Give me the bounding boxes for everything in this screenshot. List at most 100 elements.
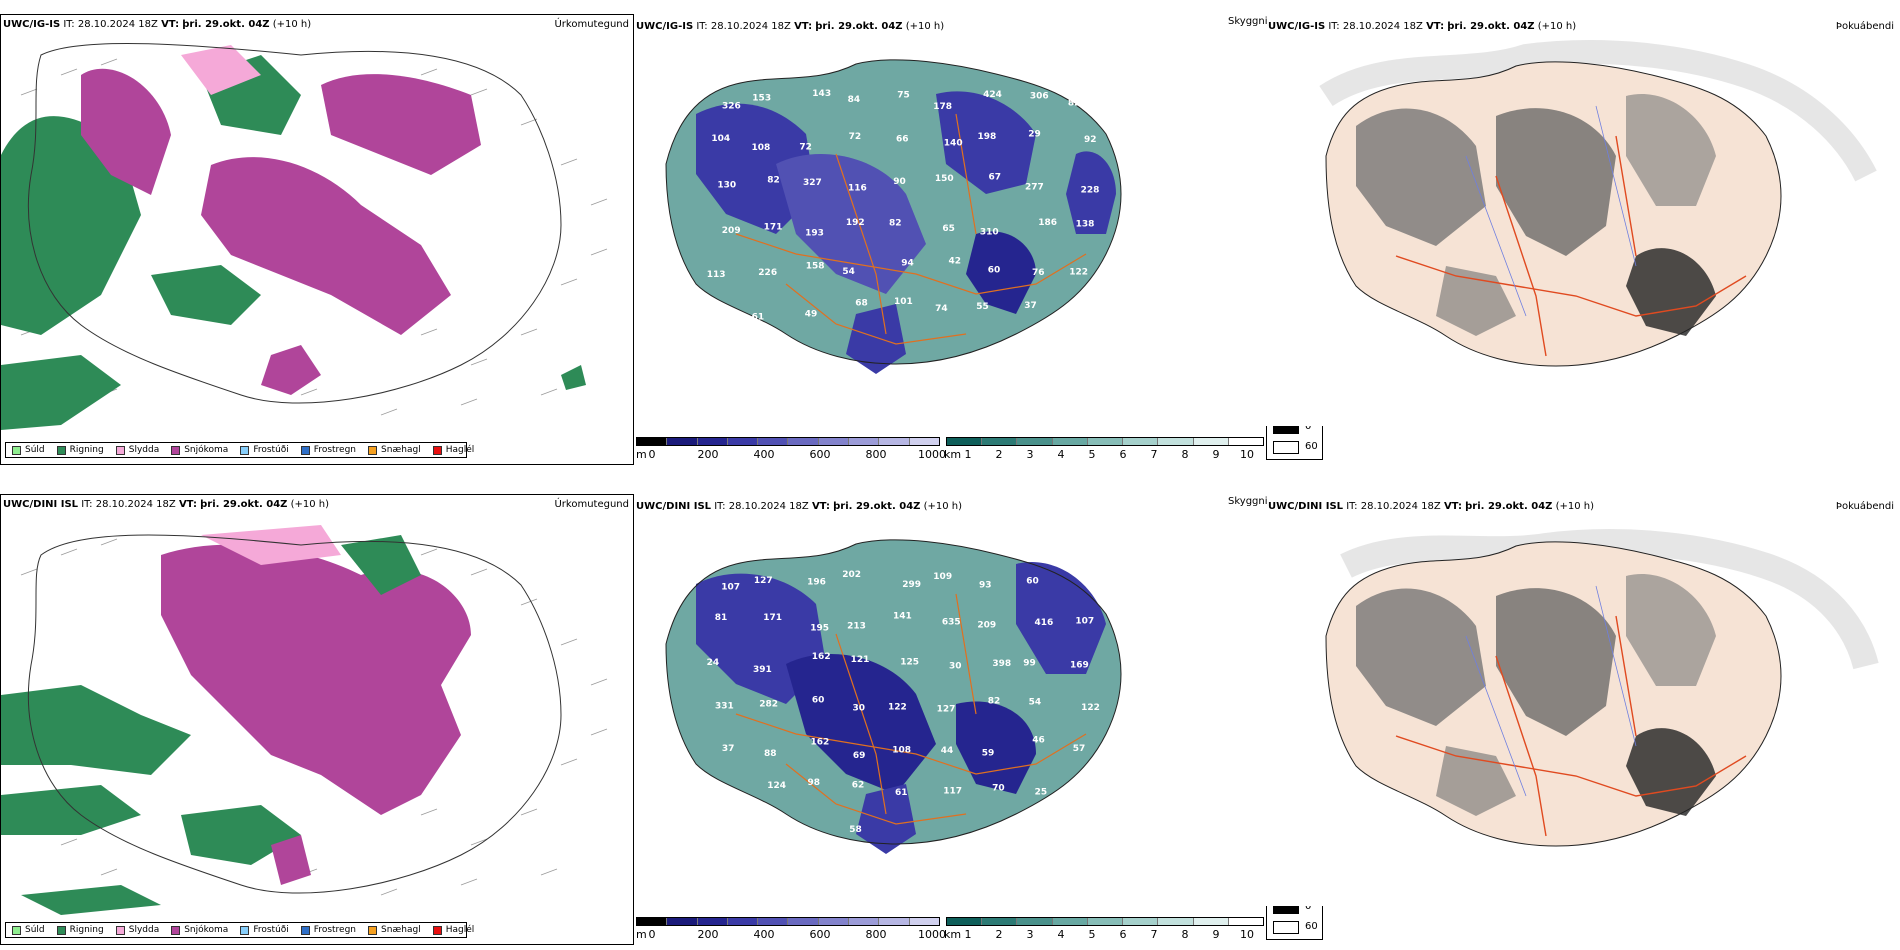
cloud-base-value: 75 — [897, 91, 910, 101]
cloud-base-value: 127 — [754, 576, 773, 586]
cloud-base-value: 67 — [989, 172, 1002, 182]
cloud-base-value: 93 — [979, 580, 992, 590]
cloud-base-value: 37 — [722, 744, 735, 754]
panel-2-name: Skyggni — [1228, 16, 1268, 27]
cloud-base-value: 59 — [982, 749, 995, 759]
cloud-base-value: 171 — [763, 613, 782, 623]
cloud-base-value: 117 — [943, 786, 962, 796]
precip-legend-1: Súld Rigning Slydda Snjókoma Frostúði Fr… — [5, 442, 474, 458]
cloud-base-values-2: 107 127 196 202 299 109 93 60 174 81 171 195 213 141 6… — [707, 570, 1100, 844]
cloud-base-value: 101 — [894, 297, 913, 307]
legend-item-rain: Rigning — [56, 925, 104, 935]
visibility-colorbar-2 — [946, 917, 1264, 926]
cloud-base-value: 130 — [717, 181, 736, 191]
cloud-base-value: 55 — [976, 302, 989, 312]
cloud-base-value: 42 — [949, 257, 962, 267]
cloud-base-value: 30 — [949, 662, 962, 672]
cloud-base-value: 174 — [1079, 572, 1098, 582]
cloud-base-value: 158 — [806, 262, 825, 272]
cloud-base-value: 107 — [721, 583, 740, 593]
legend-item-drizzle: Súld — [12, 925, 45, 935]
cloud-base-value: 122 — [1081, 703, 1100, 713]
cloud-base-value: 169 — [1070, 660, 1089, 670]
cloud-base-value: 209 — [722, 226, 741, 236]
cloud-base-value: 193 — [805, 229, 824, 239]
cloud-base-value: 72 — [849, 132, 862, 142]
cloud-base-value: 82 — [767, 175, 780, 185]
cloud-base-value: 141 — [893, 611, 912, 621]
cloud-base-value: 202 — [842, 570, 861, 580]
cloud-base-unit-2: m — [636, 928, 647, 941]
precip-type-panel-1: UWC/IG-IS IT: 28.10.2024 18Z VT: þri. 29… — [0, 14, 634, 465]
legend-item-snow: Snjókoma — [171, 925, 228, 935]
cloud-base-value: 635 — [942, 618, 961, 628]
cloud-base-value: 99 — [1023, 659, 1036, 669]
cloud-base-value: 68 — [855, 299, 868, 309]
panel-4-title: UWC/DINI ISL IT: 28.10.2024 18Z VT: þri.… — [3, 499, 330, 510]
cloud-base-value: 109 — [933, 572, 952, 582]
visibility-unit-2: km — [944, 928, 962, 941]
cloud-base-value: 195 — [810, 624, 829, 634]
cloud-base-value: 43 — [751, 828, 764, 838]
cloud-base-value: 299 — [902, 580, 921, 590]
cloud-base-value: 25 — [1035, 788, 1048, 798]
cloud-base-value: 82 — [889, 219, 902, 229]
cloud-base-value: 31 — [1079, 298, 1092, 308]
precip-map-1 — [1, 42, 608, 430]
cloud-base-value: 30 — [853, 704, 866, 714]
cloud-base-value: 60 — [988, 265, 1001, 275]
cloud-base-value: 198 — [978, 132, 997, 142]
legend-item-hail: Haglél — [432, 925, 474, 935]
panel-6-title: UWC/DINI ISL IT: 28.10.2024 18Z VT: þri.… — [1268, 501, 1595, 512]
fog-map-2 — [1266, 516, 1900, 906]
cloud-base-value: 108 — [752, 143, 771, 153]
cloud-base-value: 113 — [707, 270, 726, 280]
cloud-base-value: 126 — [708, 313, 727, 323]
cloud-base-value: 60 — [1026, 576, 1039, 586]
precip-type-panel-2: UWC/DINI ISL IT: 28.10.2024 18Z VT: þri.… — [0, 494, 634, 945]
legend-item-freezing-rain: Frostregn — [300, 445, 356, 455]
cloud-base-value: 44 — [941, 746, 954, 756]
fog-map-1 — [1266, 36, 1900, 426]
cloud-base-value: 29 — [1028, 130, 1041, 140]
cloud-base-value: 76 — [1032, 268, 1045, 278]
cloud-base-value: 162 — [811, 738, 830, 748]
cloud-base-value: 90 — [893, 177, 906, 187]
cloud-base-value: 61 — [895, 788, 908, 798]
cloud-base-value: 82 — [1068, 99, 1081, 109]
panel-6-name: Þokuábendi — [1835, 501, 1894, 512]
precip-legend-2: Súld Rigning Slydda Snjókoma Frostúði Fr… — [5, 922, 474, 938]
legend-item-rain: Rigning — [56, 445, 104, 455]
cloud-base-value: 226 — [758, 268, 777, 278]
cloud-base-value: 54 — [1029, 698, 1042, 708]
legend-item-snow-pellets: Snæhagl — [368, 925, 421, 935]
cloud-base-value: 122 — [1069, 268, 1088, 278]
cloud-base-value: 61 — [708, 354, 721, 364]
cloud-base-value: 54 — [842, 267, 855, 277]
cloud-base-value: 37 — [1024, 301, 1037, 311]
cloud-base-value: 108 — [892, 746, 911, 756]
cloud-base-value: 228 — [1081, 186, 1100, 196]
cloud-base-value: 70 — [992, 784, 1005, 794]
cloud-base-value: 65 — [942, 224, 955, 234]
cloud-base-value: 75 — [713, 825, 726, 835]
cloud-base-value: 57 — [1073, 744, 1086, 754]
cloud-base-value: 116 — [848, 184, 867, 194]
cloud-base-values-1: 326 153 143 84 75 178 424 306 82 104 108 72 72 66 140 1… — [707, 89, 1100, 364]
cloud-base-value: 138 — [1076, 219, 1095, 229]
cloud-base-value: 391 — [753, 665, 772, 675]
panel-5-name: Skyggni — [1228, 496, 1268, 507]
cloud-base-value: 192 — [846, 218, 865, 228]
cloud-base-value: 98 — [808, 778, 821, 788]
cloud-base-value: 153 — [752, 93, 771, 103]
cloud-base-value: 398 — [992, 659, 1011, 669]
cloud-base-value: 68 — [709, 785, 722, 795]
legend-item-freezing-rain: Frostregn — [300, 925, 356, 935]
cloud-base-colorbar-2 — [636, 917, 940, 926]
cloud-base-colorbar-1 — [636, 437, 940, 446]
cloud-base-value: 84 — [848, 95, 861, 105]
legend-item-drizzle: Súld — [12, 445, 45, 455]
cloud-base-value: 74 — [935, 304, 948, 314]
panel-2-title: UWC/IG-IS IT: 28.10.2024 18Z VT: þri. 29… — [636, 21, 945, 32]
panel-4-name: Úrkomutegund — [554, 499, 629, 510]
